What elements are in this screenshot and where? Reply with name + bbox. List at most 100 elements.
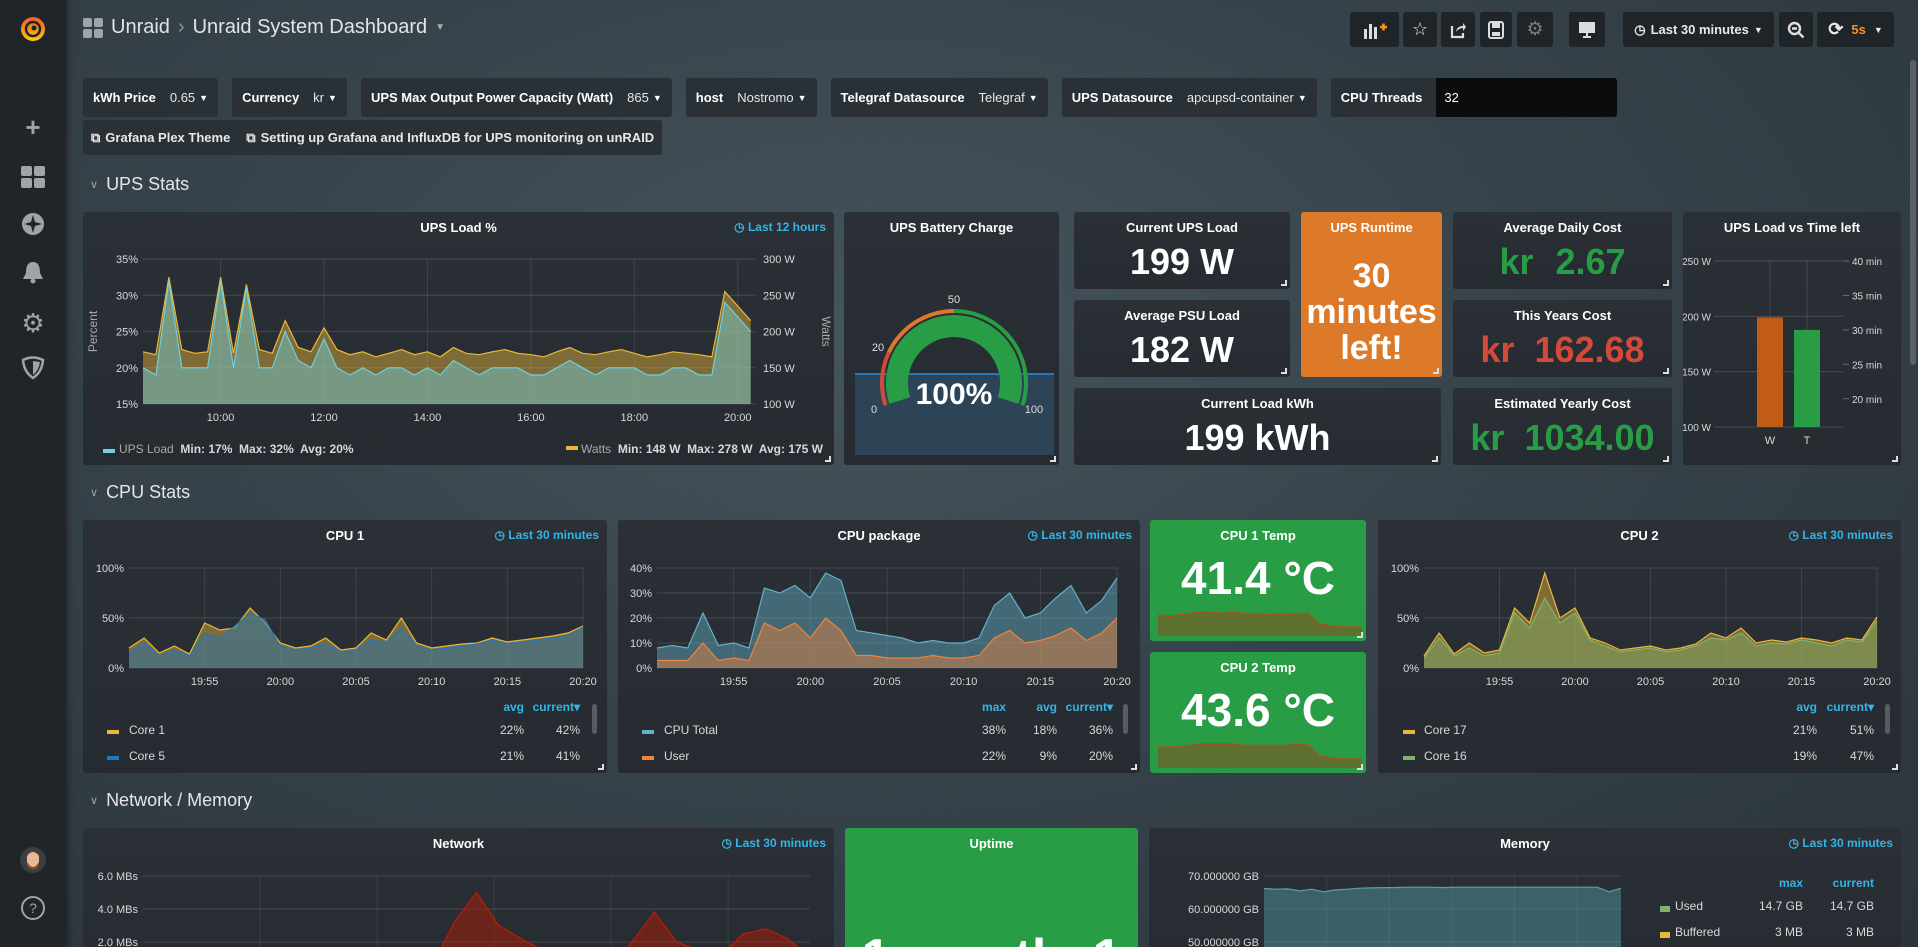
user-avatar[interactable]	[0, 846, 66, 880]
star-button[interactable]: ☆	[1403, 12, 1437, 47]
legend-column-avg[interactable]: avg	[1796, 700, 1817, 714]
var-value[interactable]: apcupsd-container	[1186, 90, 1294, 105]
resize-handle[interactable]	[1050, 456, 1056, 462]
resize-handle[interactable]	[1281, 368, 1287, 374]
legend-scrollbar[interactable]	[592, 704, 597, 734]
legend-scrollbar[interactable]	[1885, 704, 1890, 734]
dashboard-title[interactable]: Unraid System Dashboard	[192, 16, 428, 38]
time-picker-button[interactable]: ◷ Last 30 minutes ▼	[1623, 12, 1774, 47]
cpu1-chart[interactable]: 0% 50% 100% 19:55 20:00 20:05 20:10 20:15 20:20	[83, 556, 607, 691]
panel-title[interactable]: CPU 1	[325, 528, 365, 543]
resize-handle[interactable]	[1433, 368, 1439, 374]
panel-title[interactable]: UPS Load %	[420, 220, 497, 235]
ups-load-vs-time-chart[interactable]: 100 W 150 W 200 W 250 W 20 min 25 min 30 min 35…	[1683, 212, 1901, 465]
caret-down-icon[interactable]: ▼	[435, 22, 446, 33]
resize-handle[interactable]	[1281, 280, 1287, 286]
resize-handle[interactable]	[1663, 280, 1669, 286]
panel-title[interactable]: CPU 2	[1620, 528, 1659, 543]
legend-row[interactable]: Core 5 21% 41%	[83, 749, 607, 767]
link-grafana-plex-theme[interactable]: ⧉ Grafana Plex Theme	[83, 120, 238, 155]
legend-column-current[interactable]: current▾	[1826, 700, 1874, 714]
panel-title[interactable]: Network	[432, 836, 485, 851]
breadcrumb-folder[interactable]: Unraid	[111, 16, 170, 38]
tv-mode-button[interactable]	[1569, 12, 1605, 47]
refresh-button[interactable]: ⟳ 5s ▼	[1817, 12, 1894, 47]
var-host[interactable]: host Nostromo ▼	[685, 78, 817, 117]
row-cpu-stats[interactable]: ∨ CPU Stats	[90, 482, 190, 503]
legend-row[interactable]: User 22% 9% 20%	[618, 749, 1140, 767]
panel-title[interactable]: CPU package	[837, 528, 921, 543]
legend-item[interactable]: UPS Load Min: 17% Max: 32% Avg: 20%	[119, 442, 354, 456]
row-network-memory[interactable]: ∨ Network / Memory	[90, 790, 252, 811]
panel-title[interactable]: Memory	[1500, 836, 1550, 851]
resize-handle[interactable]	[1663, 368, 1669, 374]
resize-handle[interactable]	[1892, 764, 1898, 770]
panel-title[interactable]: Average Daily Cost	[1503, 220, 1622, 235]
plus-icon[interactable]: +	[25, 112, 41, 142]
var-value[interactable]: Nostromo	[737, 90, 794, 105]
page-scrollbar[interactable]	[1910, 60, 1916, 365]
cpu2-chart[interactable]: 0% 50% 100% 19:55 20:00 20:05 20:10 20:15 20:20	[1378, 556, 1901, 691]
panel-title[interactable]: CPU 1 Temp	[1220, 528, 1296, 543]
bell-icon[interactable]	[0, 260, 66, 290]
save-button[interactable]	[1480, 12, 1512, 47]
add-panel-button[interactable]	[1350, 12, 1399, 47]
resize-handle[interactable]	[1663, 456, 1669, 462]
panel-title[interactable]: CPU 2 Temp	[1220, 660, 1296, 675]
compass-icon[interactable]	[0, 212, 66, 242]
shield-icon[interactable]	[0, 356, 66, 386]
legend-row[interactable]: Core 1 22% 42%	[83, 723, 607, 741]
resize-handle[interactable]	[1892, 456, 1898, 462]
legend-column-avg[interactable]: avg	[503, 700, 524, 714]
var-kwh-price[interactable]: kWh Price 0.65 ▼	[83, 78, 219, 117]
cpu-package-chart[interactable]: 0% 10% 20% 30% 40% 19:55 20:00 20:05 20:10 20:15 2…	[618, 556, 1140, 691]
legend-row[interactable]: Core 16 19% 47%	[1378, 749, 1901, 767]
help-icon[interactable]: ?	[0, 895, 66, 927]
resize-handle[interactable]	[1131, 764, 1137, 770]
legend-item[interactable]: Watts Min: 148 W Max: 278 W Avg: 175 W	[565, 442, 823, 456]
ups-load-chart[interactable]: 15% 20% 25% 30% 35% 100 W 150 W 200 W 250 W 300 W…	[83, 247, 834, 437]
legend-row[interactable]: Core 17 21% 51%	[1378, 723, 1901, 741]
var-ups-datasource[interactable]: UPS Datasource apcupsd-container ▼	[1061, 78, 1317, 117]
resize-handle[interactable]	[1432, 456, 1438, 462]
panel-title[interactable]: Current Load kWh	[1201, 396, 1314, 411]
dashboards-grid-icon[interactable]	[0, 166, 66, 194]
panel-title[interactable]: Uptime	[969, 836, 1014, 851]
legend-row[interactable]: Buffered 3 MB 3 MB	[1149, 925, 1901, 943]
legend-column-max[interactable]: max	[1778, 876, 1803, 890]
panel-title[interactable]: UPS Runtime	[1330, 220, 1413, 235]
panel-title[interactable]: Current UPS Load	[1126, 220, 1238, 235]
legend-column-avg[interactable]: avg	[1036, 700, 1057, 714]
resize-handle[interactable]	[598, 764, 604, 770]
panel-title[interactable]: This Years Cost	[1513, 308, 1612, 323]
link-ups-monitoring-guide[interactable]: ⧉ Setting up Grafana and InfluxDB for UPS…	[238, 120, 662, 155]
panel-title[interactable]: UPS Load vs Time left	[1723, 220, 1861, 235]
var-value[interactable]: 865	[627, 90, 649, 105]
var-value[interactable]: kr	[313, 90, 325, 105]
refresh-interval[interactable]: 5s	[1851, 22, 1866, 37]
legend-column-max[interactable]: max	[981, 700, 1006, 714]
resize-handle[interactable]	[1357, 764, 1363, 770]
memory-chart[interactable]: 50.000000 GB 60.000000 GB 70.000000 GB	[1149, 866, 1649, 947]
legend-column-current[interactable]: current▾	[1065, 700, 1113, 714]
row-ups-stats[interactable]: ∨ UPS Stats	[90, 174, 189, 195]
share-button[interactable]	[1441, 12, 1475, 47]
var-currency[interactable]: Currency kr ▼	[232, 78, 347, 117]
network-chart[interactable]: 2.0 MBs 4.0 MBs 6.0 MBs	[83, 866, 834, 947]
settings-button[interactable]: ⚙	[1517, 12, 1553, 47]
resize-handle[interactable]	[825, 456, 831, 462]
panel-title[interactable]: UPS Battery Charge	[889, 220, 1014, 235]
legend-column-current[interactable]: current▾	[532, 700, 580, 714]
legend-column-current[interactable]: current	[1832, 876, 1874, 890]
var-telegraf-datasource[interactable]: Telegraf Datasource Telegraf ▼	[830, 78, 1048, 117]
legend-row[interactable]: Used 14.7 GB 14.7 GB	[1149, 899, 1901, 917]
var-value[interactable]: 0.65	[169, 90, 196, 105]
grafana-logo-icon[interactable]	[0, 12, 66, 50]
cpu-threads-input[interactable]: 32	[1436, 78, 1618, 117]
var-ups-max-power[interactable]: UPS Max Output Power Capacity (Watt) 865 ▼	[360, 78, 672, 117]
panel-title[interactable]: Average PSU Load	[1124, 308, 1240, 323]
resize-handle[interactable]	[1357, 632, 1363, 638]
legend-row[interactable]: CPU Total 38% 18% 36%	[618, 723, 1140, 741]
legend-scrollbar[interactable]	[1123, 704, 1128, 734]
panel-title[interactable]: Estimated Yearly Cost	[1494, 396, 1631, 411]
